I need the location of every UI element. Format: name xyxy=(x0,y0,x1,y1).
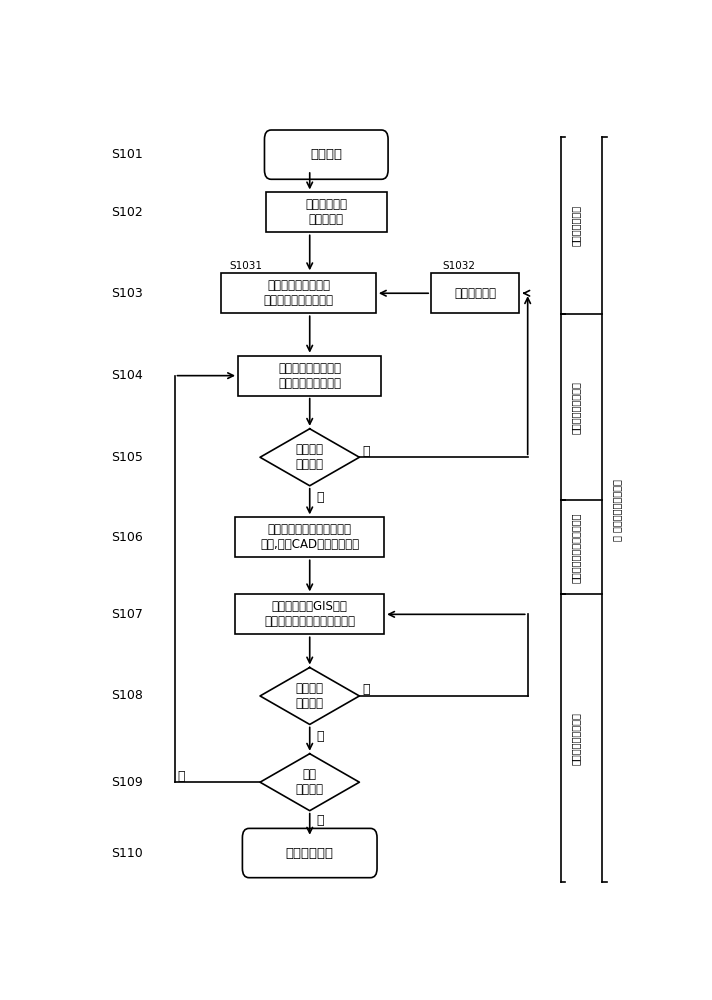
Text: 数据准备: 数据准备 xyxy=(310,148,342,161)
FancyBboxPatch shape xyxy=(266,192,387,232)
Polygon shape xyxy=(260,754,360,811)
Text: S103: S103 xyxy=(111,287,143,300)
Text: 三维显示校验模块５: 三维显示校验模块５ xyxy=(571,712,581,765)
Text: 以排塔结果辅助选线模块４: 以排塔结果辅助选线模块４ xyxy=(571,512,581,583)
Text: S110: S110 xyxy=(111,847,143,860)
Text: S104: S104 xyxy=(111,369,143,382)
Text: 从数字高程模型提取
线路中心和风偏线断面: 从数字高程模型提取 线路中心和风偏线断面 xyxy=(263,279,334,307)
Text: 是: 是 xyxy=(316,730,324,742)
Text: S109: S109 xyxy=(111,776,143,789)
Text: S1031: S1031 xyxy=(230,261,263,271)
Text: 自动生成三维GIS场景
校验路径及塔位方案的合理性: 自动生成三维GIS场景 校验路径及塔位方案的合理性 xyxy=(264,600,355,628)
Text: 选线成果修改: 选线成果修改 xyxy=(454,287,496,300)
Text: 选取线路路径
确定转角桩: 选取线路路径 确定转角桩 xyxy=(305,198,347,226)
Text: 力学计算、电气校验和金具
配置,生成CAD三维拓扑模型: 力学计算、电气校验和金具 配置,生成CAD三维拓扑模型 xyxy=(260,523,360,551)
Text: １ 程序综合功能及流程: １ 程序综合功能及流程 xyxy=(612,479,622,541)
Text: 塔位
是否合理: 塔位 是否合理 xyxy=(295,768,324,796)
FancyBboxPatch shape xyxy=(221,273,376,313)
Polygon shape xyxy=(260,429,360,486)
Polygon shape xyxy=(260,667,360,724)
FancyBboxPatch shape xyxy=(235,594,384,634)
FancyBboxPatch shape xyxy=(264,130,388,179)
Text: 二级联动模块２: 二级联动模块２ xyxy=(571,205,581,246)
FancyBboxPatch shape xyxy=(238,356,382,396)
FancyBboxPatch shape xyxy=(431,273,519,313)
Text: 否: 否 xyxy=(177,770,185,783)
Text: S102: S102 xyxy=(111,206,143,219)
Text: S101: S101 xyxy=(111,148,143,161)
FancyBboxPatch shape xyxy=(235,517,384,557)
Text: 立塔线位
是否合理: 立塔线位 是否合理 xyxy=(295,443,324,471)
Text: S105: S105 xyxy=(111,451,143,464)
Text: 是: 是 xyxy=(316,814,324,827)
Text: 立塔线位
是否合理: 立塔线位 是否合理 xyxy=(295,682,324,710)
Text: 三级联动排塔模块３: 三级联动排塔模块３ xyxy=(571,381,581,434)
FancyBboxPatch shape xyxy=(242,828,377,878)
Text: 是: 是 xyxy=(316,491,324,504)
Text: 否: 否 xyxy=(362,683,370,696)
Text: S107: S107 xyxy=(111,608,143,621)
Text: 选线定位结束: 选线定位结束 xyxy=(286,847,334,860)
Text: S108: S108 xyxy=(111,689,143,702)
Text: S1032: S1032 xyxy=(442,261,475,271)
Text: 否: 否 xyxy=(362,445,370,458)
Text: 手工插入、修改杆塔
或进行智能排塔定位: 手工插入、修改杆塔 或进行智能排塔定位 xyxy=(278,362,341,390)
Text: S106: S106 xyxy=(111,531,143,544)
